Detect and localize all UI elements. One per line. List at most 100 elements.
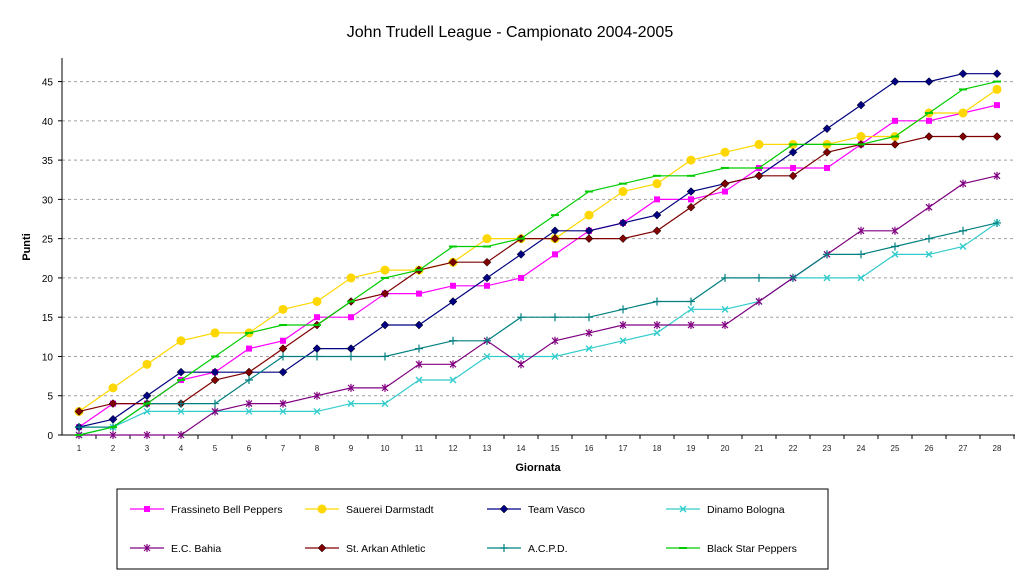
data-point bbox=[347, 383, 355, 392]
data-point bbox=[618, 187, 628, 197]
data-point bbox=[449, 360, 457, 369]
legend-label: Team Vasco bbox=[528, 504, 585, 516]
y-tick-label: 20 bbox=[42, 274, 54, 285]
y-tick-label: 30 bbox=[42, 195, 54, 206]
series-lines bbox=[74, 69, 1002, 439]
data-point bbox=[958, 108, 968, 118]
series-line bbox=[78, 81, 998, 436]
data-point bbox=[687, 297, 695, 306]
data-point bbox=[824, 164, 830, 171]
y-tick-label: 10 bbox=[42, 352, 54, 363]
data-point bbox=[958, 132, 968, 141]
data-point bbox=[448, 257, 458, 267]
data-point bbox=[416, 290, 422, 297]
data-point bbox=[279, 407, 287, 415]
data-point bbox=[619, 337, 627, 345]
data-point bbox=[482, 257, 492, 267]
data-point bbox=[550, 226, 560, 236]
series-line bbox=[79, 175, 998, 436]
data-point bbox=[585, 313, 593, 322]
data-point bbox=[687, 305, 695, 313]
x-tick-label: 19 bbox=[687, 444, 696, 453]
legend-item: Dinamo Bologna bbox=[666, 504, 785, 516]
x-tick-label: 10 bbox=[381, 444, 390, 453]
data-point bbox=[652, 210, 662, 220]
data-point bbox=[992, 84, 1002, 94]
data-point bbox=[993, 218, 1001, 227]
data-point bbox=[925, 203, 933, 212]
data-point bbox=[211, 399, 219, 408]
data-point bbox=[312, 296, 322, 306]
legend-label: St. Arkan Athletic bbox=[346, 543, 425, 555]
data-point bbox=[686, 155, 696, 165]
x-tick-label: 6 bbox=[247, 444, 252, 453]
data-point bbox=[552, 251, 558, 258]
data-point bbox=[482, 234, 492, 244]
legend-marker bbox=[499, 504, 509, 514]
x-tick-label: 18 bbox=[653, 444, 662, 453]
data-point bbox=[449, 376, 457, 384]
data-point bbox=[926, 117, 932, 124]
y-tick-label: 0 bbox=[47, 431, 53, 442]
data-point bbox=[551, 336, 559, 345]
data-point bbox=[108, 414, 118, 424]
data-point bbox=[585, 328, 593, 337]
data-point bbox=[346, 273, 356, 283]
legend: Frassineto Bell Peppers Sauerei Darmstadt… bbox=[116, 488, 829, 570]
data-point bbox=[516, 250, 526, 259]
data-point bbox=[822, 147, 832, 157]
data-point bbox=[143, 431, 151, 439]
legend-marker bbox=[500, 544, 508, 552]
data-point bbox=[924, 132, 934, 141]
data-point bbox=[788, 147, 798, 157]
data-point bbox=[992, 132, 1002, 141]
legend-item: E.C. Bahia bbox=[130, 543, 221, 555]
data-point bbox=[415, 360, 423, 369]
series-line bbox=[78, 222, 998, 436]
data-point bbox=[380, 289, 390, 298]
data-point bbox=[721, 273, 729, 282]
legend-label: Black Star Peppers bbox=[707, 543, 797, 555]
x-tick-label: 11 bbox=[415, 444, 424, 453]
data-point bbox=[618, 234, 628, 243]
data-point bbox=[959, 243, 967, 250]
data-point bbox=[381, 400, 389, 408]
data-point bbox=[245, 376, 253, 385]
data-point bbox=[244, 367, 254, 377]
x-tick-label: 12 bbox=[449, 444, 458, 453]
x-tick-label: 7 bbox=[281, 444, 286, 453]
data-point bbox=[314, 314, 320, 321]
series-e-c-bahia bbox=[75, 171, 1001, 439]
data-point bbox=[584, 234, 594, 243]
legend-box bbox=[116, 488, 829, 570]
legend-item: A.C.P.D. bbox=[487, 543, 568, 555]
data-point bbox=[686, 187, 696, 196]
data-point bbox=[619, 321, 627, 330]
data-point bbox=[348, 314, 354, 321]
legend-item: Black Star Peppers bbox=[666, 543, 797, 555]
x-tick-label: 22 bbox=[789, 444, 798, 453]
data-point bbox=[142, 359, 152, 369]
data-point bbox=[278, 344, 288, 353]
data-point bbox=[721, 321, 729, 330]
x-tick-label: 4 bbox=[179, 444, 184, 453]
data-point bbox=[346, 344, 356, 353]
data-point bbox=[484, 282, 490, 289]
data-point bbox=[652, 226, 662, 236]
x-tick-label: 20 bbox=[721, 444, 730, 453]
y-axis-label: Punti bbox=[21, 233, 33, 261]
data-point bbox=[380, 265, 390, 275]
data-point bbox=[108, 399, 118, 408]
data-point bbox=[483, 352, 491, 360]
data-point bbox=[415, 376, 423, 384]
data-point bbox=[313, 407, 321, 415]
data-point bbox=[958, 69, 968, 79]
y-tick-label: 35 bbox=[42, 156, 54, 167]
data-point bbox=[517, 352, 525, 360]
chart-title: John Trudell League - Campionato 2004-20… bbox=[347, 24, 674, 41]
data-point bbox=[789, 273, 797, 282]
data-point bbox=[347, 400, 355, 408]
legend-label: Dinamo Bologna bbox=[707, 504, 785, 516]
x-tick-label: 9 bbox=[349, 444, 354, 453]
